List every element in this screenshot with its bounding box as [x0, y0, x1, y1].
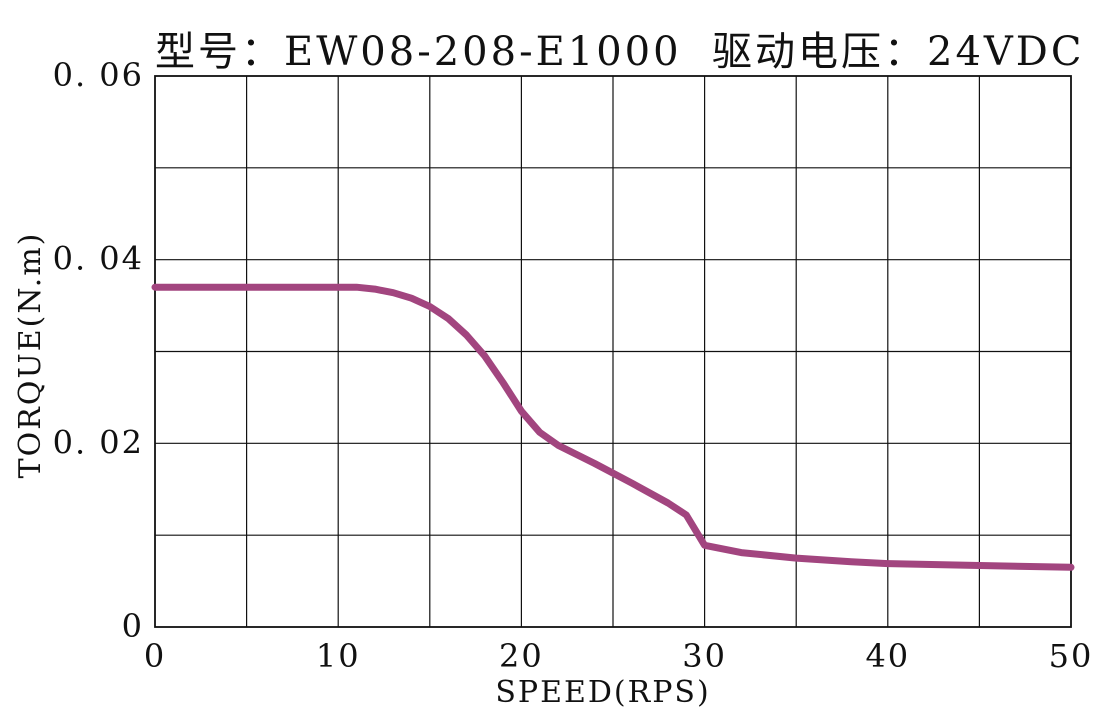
- x-tick-label: 20: [499, 637, 544, 675]
- x-tick-label: 50: [1049, 637, 1094, 675]
- y-tick-labels: 0 0. 02 0. 04 0. 06: [53, 56, 144, 645]
- x-tick-label: 40: [865, 637, 910, 675]
- chart-title-model: 型号：EW08-208-E1000: [155, 29, 682, 75]
- y-tick-label: 0. 02: [53, 423, 144, 461]
- x-tick-label: 10: [316, 637, 361, 675]
- plot-frame: [154, 75, 1072, 628]
- y-tick-label: 0. 06: [53, 56, 144, 94]
- y-tick-label: 0. 04: [53, 240, 144, 278]
- x-tick-label: 0: [144, 637, 166, 675]
- y-axis-label: TORQUE(N.m): [13, 232, 48, 479]
- y-tick-label: 0: [122, 607, 144, 645]
- chart-title-voltage: 驱动电压：24VDC: [712, 29, 1084, 75]
- series-line-torque: [151, 283, 1075, 571]
- grid: [155, 76, 1071, 627]
- x-tick-label: 30: [682, 637, 727, 675]
- x-axis-label: SPEED(RPS): [495, 675, 710, 710]
- x-tick-labels: 0 10 20 30 40 50: [144, 637, 1094, 675]
